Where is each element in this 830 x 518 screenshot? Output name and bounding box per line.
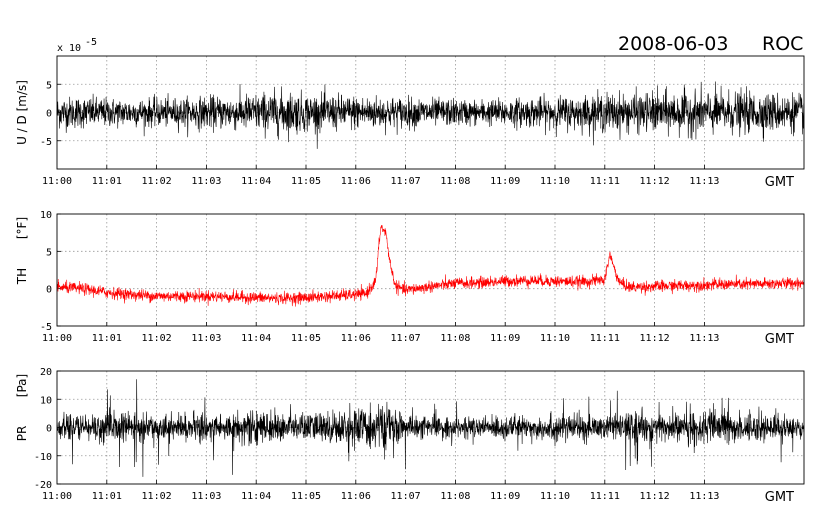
signal-trace-th [56, 224, 805, 307]
plot-frame [56, 370, 805, 485]
x-tick-label: 11:06 [341, 176, 371, 187]
y-tick-label: 20 [40, 367, 52, 378]
x-tick-label: 11:12 [640, 176, 670, 187]
x-axis-label: GMT [765, 490, 794, 505]
x-tick-label: 11:08 [440, 176, 470, 187]
x-tick-label: 11:07 [391, 176, 421, 187]
x-axis-label: GMT [765, 175, 794, 190]
x-tick-label: 11:00 [42, 176, 72, 187]
chart-station-title: ROC [762, 33, 804, 55]
x-tick-label: 11:03 [191, 176, 221, 187]
x-tick-label: 11:04 [241, 333, 271, 344]
x-tick-label: 11:06 [341, 333, 371, 344]
x-tick-label: 11:01 [92, 176, 122, 187]
y-axis-unit-label: [Pa] [15, 374, 29, 397]
x-tick-label: 11:12 [640, 333, 670, 344]
x-tick-label: 11:01 [92, 491, 122, 502]
x-tick-label: 11:09 [490, 491, 520, 502]
x-tick-label: 11:13 [689, 491, 719, 502]
x-tick-label: 11:01 [92, 333, 122, 344]
y-tick-label: 10 [40, 210, 52, 221]
y-scale-exponent: -5 [85, 37, 97, 48]
x-tick-label: 11:05 [291, 176, 321, 187]
y-axis-label: PR [15, 426, 29, 442]
chart-date-title: 2008-06-03 [618, 33, 729, 55]
y-tick-label: -5 [40, 322, 52, 333]
x-tick-label: 11:10 [540, 491, 570, 502]
x-tick-label: 11:10 [540, 333, 570, 344]
x-tick-label: 11:04 [241, 176, 271, 187]
x-tick-label: 11:03 [191, 333, 221, 344]
x-tick-label: 11:07 [391, 333, 421, 344]
x-tick-label: 11:04 [241, 491, 271, 502]
x-tick-label: 11:02 [142, 333, 172, 344]
y-tick-label: 10 [40, 395, 52, 406]
x-tick-label: 11:08 [440, 491, 470, 502]
x-tick-label: 11:08 [440, 333, 470, 344]
x-tick-label: 11:03 [191, 491, 221, 502]
plot-frame [56, 213, 805, 327]
x-tick-label: 11:10 [540, 176, 570, 187]
plot-frame [56, 55, 805, 170]
y-tick-label: 0 [46, 285, 52, 296]
x-tick-label: 11:11 [590, 333, 620, 344]
x-tick-label: 11:00 [42, 491, 72, 502]
y-tick-label: -5 [40, 137, 52, 148]
x-tick-label: 11:13 [689, 333, 719, 344]
y-axis-unit-label: [°F] [15, 217, 29, 239]
x-tick-label: 11:11 [590, 491, 620, 502]
y-axis-label: TH [15, 268, 29, 285]
x-tick-label: 11:09 [490, 333, 520, 344]
x-tick-label: 11:11 [590, 176, 620, 187]
y-tick-label: -10 [34, 452, 52, 463]
x-tick-label: 11:13 [689, 176, 719, 187]
x-tick-label: 11:09 [490, 176, 520, 187]
x-tick-label: 11:00 [42, 333, 72, 344]
x-tick-label: 11:05 [291, 333, 321, 344]
y-axis-label: U / D [m/s] [15, 80, 29, 145]
y-tick-label: 5 [46, 247, 52, 258]
x-tick-label: 11:05 [291, 491, 321, 502]
y-tick-label: 0 [46, 424, 52, 435]
x-tick-label: 11:12 [640, 491, 670, 502]
y-tick-label: 0 [46, 109, 52, 120]
signal-trace-ud [56, 81, 805, 149]
x-tick-label: 11:06 [341, 491, 371, 502]
y-tick-label: 5 [46, 80, 52, 91]
x-tick-label: 11:02 [142, 176, 172, 187]
y-tick-label: -20 [34, 480, 52, 491]
y-scale-label: x 10 [57, 43, 81, 54]
x-tick-label: 11:02 [142, 491, 172, 502]
x-tick-label: 11:07 [391, 491, 421, 502]
x-axis-label: GMT [765, 332, 794, 347]
signal-trace-pr [56, 379, 805, 477]
